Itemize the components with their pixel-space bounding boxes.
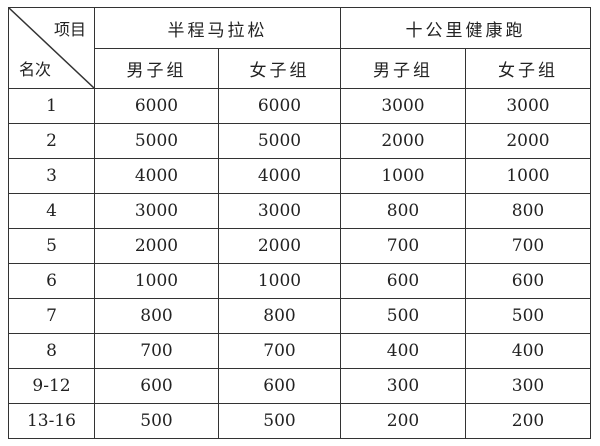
prize-cell: 500 [94,403,219,439]
prize-cell: 600 [465,263,591,299]
table-row: 6 1000 1000 600 600 [8,263,591,299]
prize-cell: 6000 [218,88,341,124]
subheader: 男子组 [94,48,219,89]
prize-cell: 600 [340,263,466,299]
rank-cell: 3 [8,158,95,194]
table-row: 1 6000 6000 3000 3000 [8,88,591,124]
prize-cell: 700 [218,333,341,369]
prize-cell: 700 [94,333,219,369]
prize-cell: 600 [94,368,219,404]
prize-cell: 2000 [218,228,341,264]
subheader: 女子组 [465,48,591,89]
rank-cell: 6 [8,263,95,299]
subheader: 男子组 [340,48,466,89]
prize-cell: 500 [340,298,466,334]
prize-cell: 2000 [94,228,219,264]
corner-header-cell: 项目 名次 [8,7,95,89]
prize-cell: 800 [465,193,591,229]
prize-cell: 700 [465,228,591,264]
table-row: 4 3000 3000 800 800 [8,193,591,229]
table-row: 5 2000 2000 700 700 [8,228,591,264]
prize-cell: 1000 [340,158,466,194]
rank-cell: 13-16 [8,403,95,439]
table-row: 2 5000 5000 2000 2000 [8,123,591,159]
table-row: 9-12 600 600 300 300 [8,368,591,404]
prize-cell: 600 [218,368,341,404]
rank-cell: 9-12 [8,368,95,404]
prize-cell: 1000 [218,263,341,299]
rank-cell: 5 [8,228,95,264]
rank-cell: 4 [8,193,95,229]
prize-cell: 3000 [465,88,591,124]
table-row: 13-16 500 500 200 200 [8,403,591,439]
prize-cell: 800 [340,193,466,229]
prize-cell: 200 [340,403,466,439]
prize-cell: 300 [340,368,466,404]
prize-cell: 400 [465,333,591,369]
prize-cell: 3000 [218,193,341,229]
group-header-half-marathon: 半程马拉松 [94,7,341,49]
prize-cell: 6000 [94,88,219,124]
prize-cell: 1000 [94,263,219,299]
prize-cell: 2000 [340,123,466,159]
prize-table: 项目 名次 半程马拉松 十公里健康跑 男子组 女子组 男子组 女子组 1 6000… [8,7,591,439]
prize-cell: 4000 [218,158,341,194]
rank-cell: 1 [8,88,95,124]
rank-cell: 8 [8,333,95,369]
diagonal-divider [9,8,94,88]
prize-cell: 3000 [340,88,466,124]
prize-cell: 1000 [465,158,591,194]
prize-cell: 800 [218,298,341,334]
table-row: 8 700 700 400 400 [8,333,591,369]
group-header-10k: 十公里健康跑 [340,7,591,49]
prize-cell: 500 [465,298,591,334]
prize-cell: 700 [340,228,466,264]
prize-cell: 5000 [218,123,341,159]
prize-cell: 500 [218,403,341,439]
corner-label-rank: 名次 [19,60,52,79]
table-row: 7 800 800 500 500 [8,298,591,334]
prize-cell: 300 [465,368,591,404]
prize-cell: 800 [94,298,219,334]
prize-cell: 2000 [465,123,591,159]
rank-cell: 2 [8,123,95,159]
prize-cell: 3000 [94,193,219,229]
prize-cell: 4000 [94,158,219,194]
prize-cell: 5000 [94,123,219,159]
prize-cell: 200 [465,403,591,439]
rank-cell: 7 [8,298,95,334]
subheader: 女子组 [218,48,341,89]
prize-cell: 400 [340,333,466,369]
table-row: 3 4000 4000 1000 1000 [8,158,591,194]
corner-label-event: 项目 [53,20,86,39]
